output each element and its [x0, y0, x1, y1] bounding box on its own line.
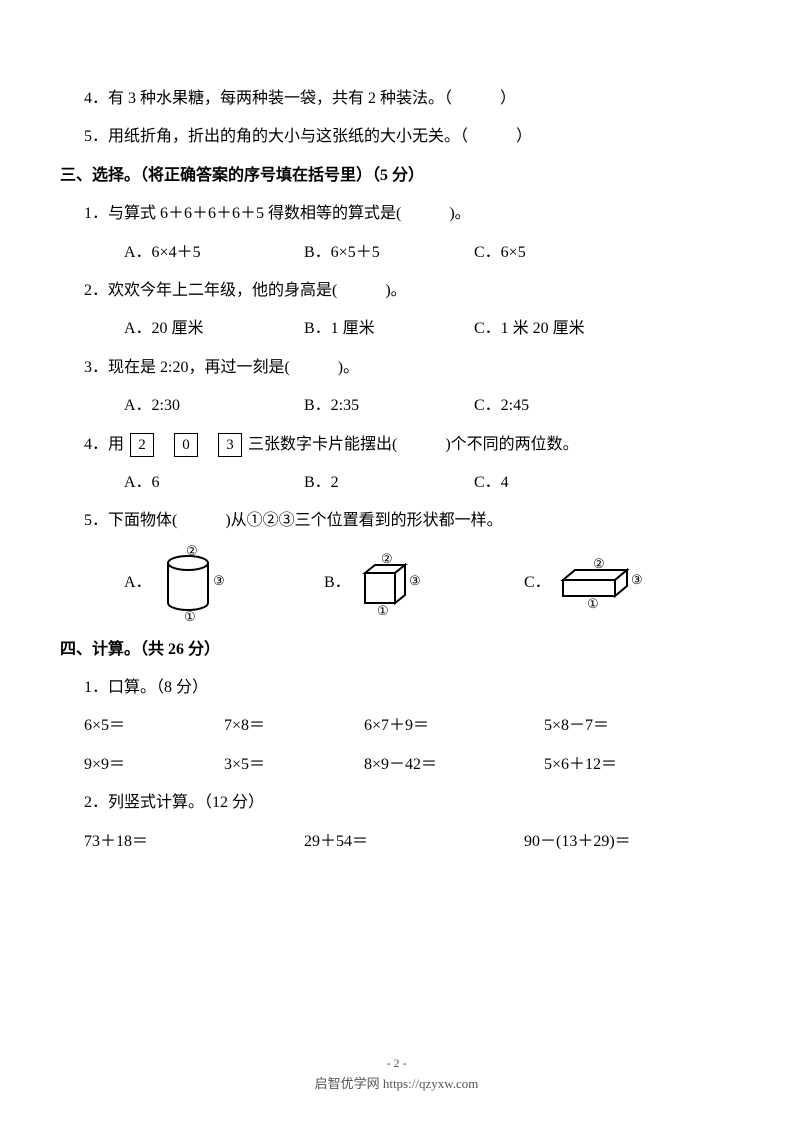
calc-6: 3×5＝ [224, 746, 364, 784]
s3-q1-A: A．6×4＋5 [124, 234, 304, 272]
s3-q5-stem: 5．下面物体( )从①②③三个位置看到的形状都一样。 [60, 502, 733, 540]
card-2: 2 [130, 433, 154, 457]
s4-q2-row1: 73＋18＝ 29＋54＝ 90－(13＋29)＝ [60, 823, 733, 861]
lbl-top: ② [593, 558, 605, 571]
s3-q2-C: C．1 米 20 厘米 [474, 310, 644, 348]
lbl-right: ③ [213, 573, 225, 588]
s3-q5-C: C． ② ③ ① [524, 558, 724, 610]
calc-7: 8×9－42＝ [364, 746, 544, 784]
s4-q2-stem: 2．列竖式计算。（12 分） [60, 784, 733, 822]
page-footer: - 2 - 启智优学网 https://qzyxw.com [0, 1056, 793, 1092]
s3-q5-B: B． ② ③ ① [324, 553, 524, 615]
s3-q1-C: C．6×5 [474, 234, 644, 272]
footer-site: 启智优学网 https://qzyxw.com [0, 1073, 793, 1092]
calc-3: 6×7＋9＝ [364, 707, 544, 745]
s3-q3-A: A．2:30 [124, 387, 304, 425]
lbl-right: ③ [631, 572, 643, 587]
s3-q1-B: B．6×5＋5 [304, 234, 474, 272]
card-3: 3 [218, 433, 242, 457]
s3-q3-B: B．2:35 [304, 387, 474, 425]
lbl-top: ② [186, 545, 198, 558]
lbl-bottom: ① [377, 603, 389, 615]
s3-q5-B-label: B． [324, 564, 351, 602]
s3-q5-C-label: C． [524, 564, 551, 602]
lbl-top: ② [381, 553, 393, 566]
vert-3: 90－(13＋29)＝ [524, 823, 724, 861]
s3-q2-B: B．1 厘米 [304, 310, 474, 348]
s3-q4-before: 4．用 [84, 436, 124, 453]
s3-q4-after: 三张数字卡片能摆出( )个不同的两位数。 [248, 436, 579, 453]
cube-icon: ② ③ ① [357, 553, 427, 615]
s3-q1-options: A．6×4＋5 B．6×5＋5 C．6×5 [60, 234, 733, 272]
lbl-right: ③ [409, 573, 421, 588]
lbl-bottom: ① [184, 609, 196, 623]
vert-2: 29＋54＝ [304, 823, 524, 861]
s3-q2-A: A．20 厘米 [124, 310, 304, 348]
vert-1: 73＋18＝ [84, 823, 304, 861]
s4-q1-row1: 6×5＝ 7×8＝ 6×7＋9＝ 5×8－7＝ [60, 707, 733, 745]
page-content: 4．有 3 种水果糖，每两种装一袋，共有 2 种装法。（ ） 5．用纸折角，折出… [0, 0, 793, 901]
calc-1: 6×5＝ [84, 707, 224, 745]
s4-q1-row2: 9×9＝ 3×5＝ 8×9－42＝ 5×6＋12＝ [60, 746, 733, 784]
cylinder-icon: ② ③ ① [158, 545, 228, 623]
s3-q5-options: A． ② ③ ① B． ② ③ ① C． [60, 545, 733, 623]
s3-q4-B: B．2 [304, 464, 474, 502]
s3-q3-options: A．2:30 B．2:35 C．2:45 [60, 387, 733, 425]
judge-q4: 4．有 3 种水果糖，每两种装一袋，共有 2 种装法。（ ） [60, 80, 733, 118]
s3-q4-A: A．6 [124, 464, 304, 502]
judge-q5: 5．用纸折角，折出的角的大小与这张纸的大小无关。（ ） [60, 118, 733, 156]
slab-icon: ② ③ ① [557, 558, 652, 610]
s3-q4-C: C．4 [474, 464, 644, 502]
section-3-title: 三、选择。（将正确答案的序号填在括号里）（5 分） [60, 157, 733, 195]
s3-q2-stem: 2．欢欢今年上二年级，他的身高是( )。 [60, 272, 733, 310]
s3-q3-stem: 3．现在是 2:20，再过一刻是( )。 [60, 349, 733, 387]
s3-q3-C: C．2:45 [474, 387, 644, 425]
calc-4: 5×8－7＝ [544, 707, 704, 745]
s3-q4-stem: 4．用 2 0 3 三张数字卡片能摆出( )个不同的两位数。 [60, 426, 733, 464]
s3-q2-options: A．20 厘米 B．1 厘米 C．1 米 20 厘米 [60, 310, 733, 348]
section-4-title: 四、计算。（共 26 分） [60, 631, 733, 669]
page-number: - 2 - [0, 1056, 793, 1071]
s3-q1-stem: 1．与算式 6＋6＋6＋6＋5 得数相等的算式是( )。 [60, 195, 733, 233]
lbl-bottom: ① [587, 596, 599, 610]
s4-q1-stem: 1．口算。（8 分） [60, 669, 733, 707]
calc-2: 7×8＝ [224, 707, 364, 745]
calc-8: 5×6＋12＝ [544, 746, 704, 784]
s3-q5-A: A． ② ③ ① [124, 545, 324, 623]
card-0: 0 [174, 433, 198, 457]
s3-q5-A-label: A． [124, 564, 152, 602]
s3-q4-options: A．6 B．2 C．4 [60, 464, 733, 502]
calc-5: 9×9＝ [84, 746, 224, 784]
